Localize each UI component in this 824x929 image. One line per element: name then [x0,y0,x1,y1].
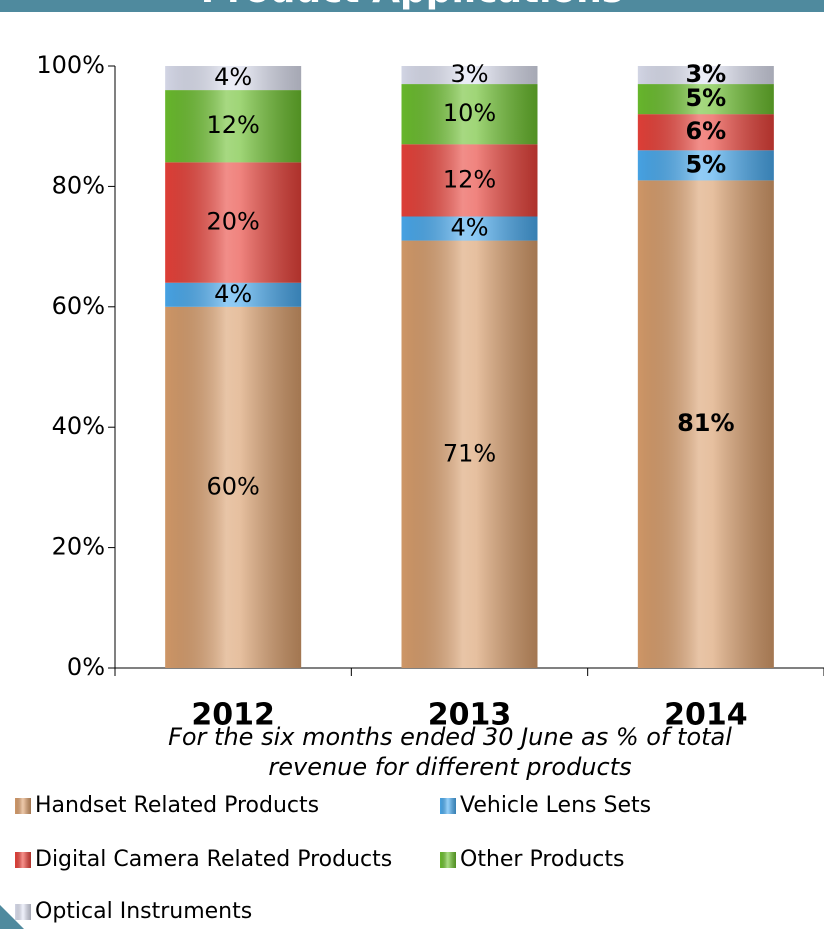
y-tick-label: 60% [52,292,105,320]
legend-swatch-shade [15,798,31,814]
data-label: 12% [206,111,259,139]
bar-shade [401,84,538,145]
title-banner [0,0,824,12]
bar-shade [637,66,774,85]
data-label: 3% [685,60,726,88]
legend-label: Handset Related Products [35,793,319,818]
legend-label: Vehicle Lens Sets [460,793,651,818]
legend-swatch-shade [15,904,31,920]
chart-subtitle: For the six months ended 30 June as % of… [168,723,732,781]
corner-decoration [0,905,24,929]
y-tick-label: 80% [52,171,105,199]
data-label: 5% [685,84,726,112]
data-label: 4% [450,214,488,242]
legend-label: Other Products [460,847,624,872]
legend-label: Digital Camera Related Products [35,847,392,872]
bar-shade [637,180,774,668]
y-tick-label: 100% [36,51,105,79]
data-label: 10% [443,99,496,127]
chart-title: Product Applications [201,0,623,11]
data-label: 4% [214,63,252,91]
bar-shade [165,162,302,283]
bar-shade [165,306,302,668]
data-label: 5% [685,150,726,178]
data-label: 71% [443,439,496,467]
data-label: 4% [214,280,252,308]
bar-shade [637,84,774,115]
x-tick-label: 2014 [664,698,748,733]
data-label: 81% [677,409,734,437]
legend-swatch-shade [15,852,31,868]
bar-shade [165,282,302,307]
data-label: 60% [206,472,259,500]
legend-label: Optical Instruments [35,899,252,924]
legend-swatch-shade [440,852,456,868]
y-tick-label: 0% [67,653,105,681]
y-tick-label: 40% [52,412,105,440]
data-label: 12% [443,165,496,193]
bar-shade [165,90,302,163]
data-label: 20% [206,208,259,236]
bar-shade [401,216,538,241]
x-tick-label: 2013 [428,698,512,733]
legend-swatch-shade [440,798,456,814]
bar-shade [401,66,538,85]
bar-shade [637,114,774,151]
bar-shade [401,144,538,217]
data-label: 6% [685,117,726,145]
data-label: 3% [450,60,488,88]
bar-shade [637,150,774,181]
y-tick-label: 20% [52,533,105,561]
bar-shade [401,240,538,668]
x-tick-label: 2012 [191,698,275,733]
bar-shade [165,66,302,91]
